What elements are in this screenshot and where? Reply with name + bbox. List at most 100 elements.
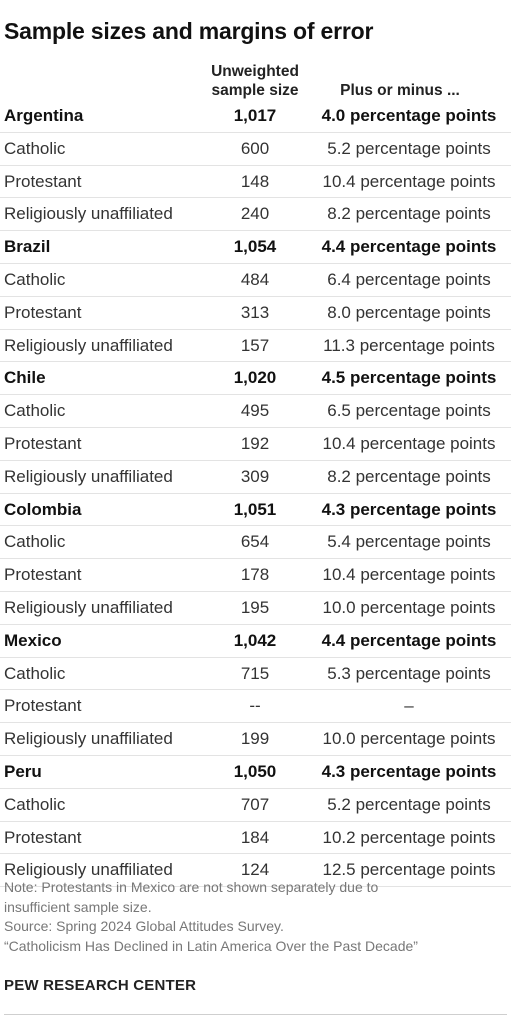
sample-size-value: 240	[240, 204, 270, 224]
margin-of-error-value: 4.4 percentage points	[321, 630, 497, 650]
sample-size-value: 199	[240, 729, 270, 749]
table-row-country: Colombia 1,051 4.3 percentage points	[0, 494, 511, 527]
row-label: Protestant	[4, 696, 82, 716]
column-header-sample-size-line1: Unweighted	[211, 63, 299, 80]
margin-of-error-value: 10.4 percentage points	[322, 171, 496, 191]
sample-size-value: 1,020	[233, 368, 277, 388]
margin-of-error-value: 8.2 percentage points	[327, 466, 491, 486]
margin-of-error-value: 6.4 percentage points	[327, 269, 491, 289]
row-label: Protestant	[4, 827, 82, 847]
column-header-sample-size-line2: sample size	[211, 82, 299, 99]
margin-of-error-value: 10.4 percentage points	[322, 433, 496, 453]
margin-of-error-value: 4.3 percentage points	[321, 499, 497, 519]
margin-of-error-value: 8.0 percentage points	[327, 302, 491, 322]
row-label: Argentina	[4, 106, 84, 125]
table-row-country: Peru 1,050 4.3 percentage points	[0, 756, 511, 789]
margin-of-error-value: 11.3 percentage points	[323, 335, 495, 355]
margin-of-error-value: 4.3 percentage points	[321, 761, 497, 781]
column-header-sample-size: Unweighted sample size	[200, 62, 310, 100]
sample-size-value: 195	[240, 597, 270, 617]
margin-of-error-value: 4.4 percentage points	[321, 237, 497, 257]
margin-of-error-value: 4.0 percentage points	[321, 106, 497, 125]
margin-of-error-value: 4.5 percentage points	[321, 368, 497, 388]
margin-of-error-value: 10.0 percentage points	[322, 729, 496, 749]
margin-of-error-value: 5.2 percentage points	[327, 138, 491, 158]
report-title-line: “Catholicism Has Declined in Latin Ameri…	[4, 937, 418, 954]
sample-size-value: 1,054	[233, 237, 277, 257]
sample-size-value: 309	[240, 466, 270, 486]
table-row: Catholic 495 6.5 percentage points	[0, 395, 511, 428]
margin-of-error-value: 8.2 percentage points	[327, 204, 491, 224]
margin-of-error-value: 10.4 percentage points	[322, 565, 496, 585]
row-label: Religiously unaffiliated	[4, 466, 173, 486]
row-label: Catholic	[4, 138, 66, 158]
table-row: Protestant 148 10.4 percentage points	[0, 166, 511, 199]
sample-size-value: 600	[240, 138, 270, 158]
sample-size-value: 654	[240, 532, 270, 552]
row-label: Catholic	[4, 663, 66, 683]
row-label: Religiously unaffiliated	[4, 597, 173, 617]
table-row-country: Argentina 1,017 4.0 percentage points	[0, 100, 511, 133]
data-table: Argentina 1,017 4.0 percentage points Catho…	[0, 100, 511, 888]
sample-size-value: 495	[240, 401, 270, 421]
table-row: Catholic 707 5.2 percentage points	[0, 789, 511, 822]
row-label: Protestant	[4, 565, 82, 585]
table-row: Protestant 178 10.4 percentage points	[0, 559, 511, 592]
margin-of-error-value: 12.5 percentage points	[322, 860, 496, 880]
sample-size-value: 157	[240, 335, 270, 355]
note-line-1: Note: Protestants in Mexico are not show…	[4, 879, 379, 895]
column-header-margin-of-error: Plus or minus ...	[340, 82, 460, 99]
sample-size-value: --	[249, 696, 261, 716]
row-label: Protestant	[4, 433, 82, 453]
table-row: Catholic 654 5.4 percentage points	[0, 526, 511, 560]
row-label: Religiously unaffiliated	[4, 204, 173, 224]
row-label: Protestant	[4, 171, 82, 191]
row-label: Catholic	[4, 401, 66, 421]
sample-size-value: 1,051	[233, 499, 277, 519]
row-label: Religiously unaffiliated	[4, 860, 173, 880]
row-label: Chile	[4, 368, 46, 388]
sample-size-value: 1,050	[233, 761, 277, 781]
footer-divider	[4, 1014, 507, 1015]
sample-size-value: 1,017	[233, 106, 277, 125]
table-row: Catholic 600 5.2 percentage points	[0, 133, 511, 166]
table-row: Protestant 313 8.0 percentage points	[0, 297, 511, 330]
margin-of-error-value: 5.3 percentage points	[327, 663, 491, 683]
table-row: Religiously unaffiliated 199 10.0 percenta…	[0, 723, 511, 756]
chart-title: Sample sizes and margins of error	[4, 18, 374, 44]
sample-size-value: 707	[240, 794, 270, 814]
sample-size-value: 715	[240, 663, 270, 683]
note-line-2: insufficient sample size.	[4, 898, 152, 915]
row-label: Colombia	[4, 499, 82, 519]
table-row: Protestant 184 10.2 percentage points	[0, 822, 511, 855]
margin-of-error-value: 10.2 percentage points	[322, 827, 496, 847]
table-row-country: Mexico 1,042 4.4 percentage points	[0, 625, 511, 658]
margin-of-error-value: 10.0 percentage points	[322, 597, 496, 617]
table-row: Catholic 715 5.3 percentage points	[0, 658, 511, 691]
row-label: Peru	[4, 761, 42, 781]
row-label: Catholic	[4, 794, 66, 814]
table-row: Catholic 484 6.4 percentage points	[0, 264, 511, 297]
brand-logo-text: PEW RESEARCH CENTER	[4, 977, 197, 994]
sample-size-value: 1,042	[233, 630, 277, 650]
source-line: Source: Spring 2024 Global Attitudes Sur…	[4, 918, 284, 934]
table-row: Religiously unaffiliated 309 8.2 percentag…	[0, 461, 511, 494]
sample-size-value: 184	[240, 827, 270, 847]
sample-size-value: 313	[240, 302, 270, 322]
row-label: Religiously unaffiliated	[4, 335, 173, 355]
table-row: Protestant 192 10.4 percentage points	[0, 428, 511, 461]
row-label: Brazil	[4, 237, 51, 257]
sample-size-value: 178	[240, 565, 270, 585]
sample-size-value: 148	[240, 171, 270, 191]
margin-of-error-value: –	[404, 696, 414, 716]
table-row-country: Brazil 1,054 4.4 percentage points	[0, 231, 511, 264]
table-row: Religiously unaffiliated 195 10.0 percenta…	[0, 592, 511, 625]
margin-of-error-value: 5.4 percentage points	[327, 532, 491, 552]
margin-of-error-value: 5.2 percentage points	[327, 794, 491, 814]
row-label: Religiously unaffiliated	[4, 729, 173, 749]
table-row: Religiously unaffiliated 157 11.3 percenta…	[0, 330, 511, 363]
table-row: Protestant -- –	[0, 690, 511, 724]
sample-size-value: 484	[240, 269, 270, 289]
sample-size-value: 192	[240, 433, 270, 453]
sample-size-value: 124	[240, 860, 270, 880]
